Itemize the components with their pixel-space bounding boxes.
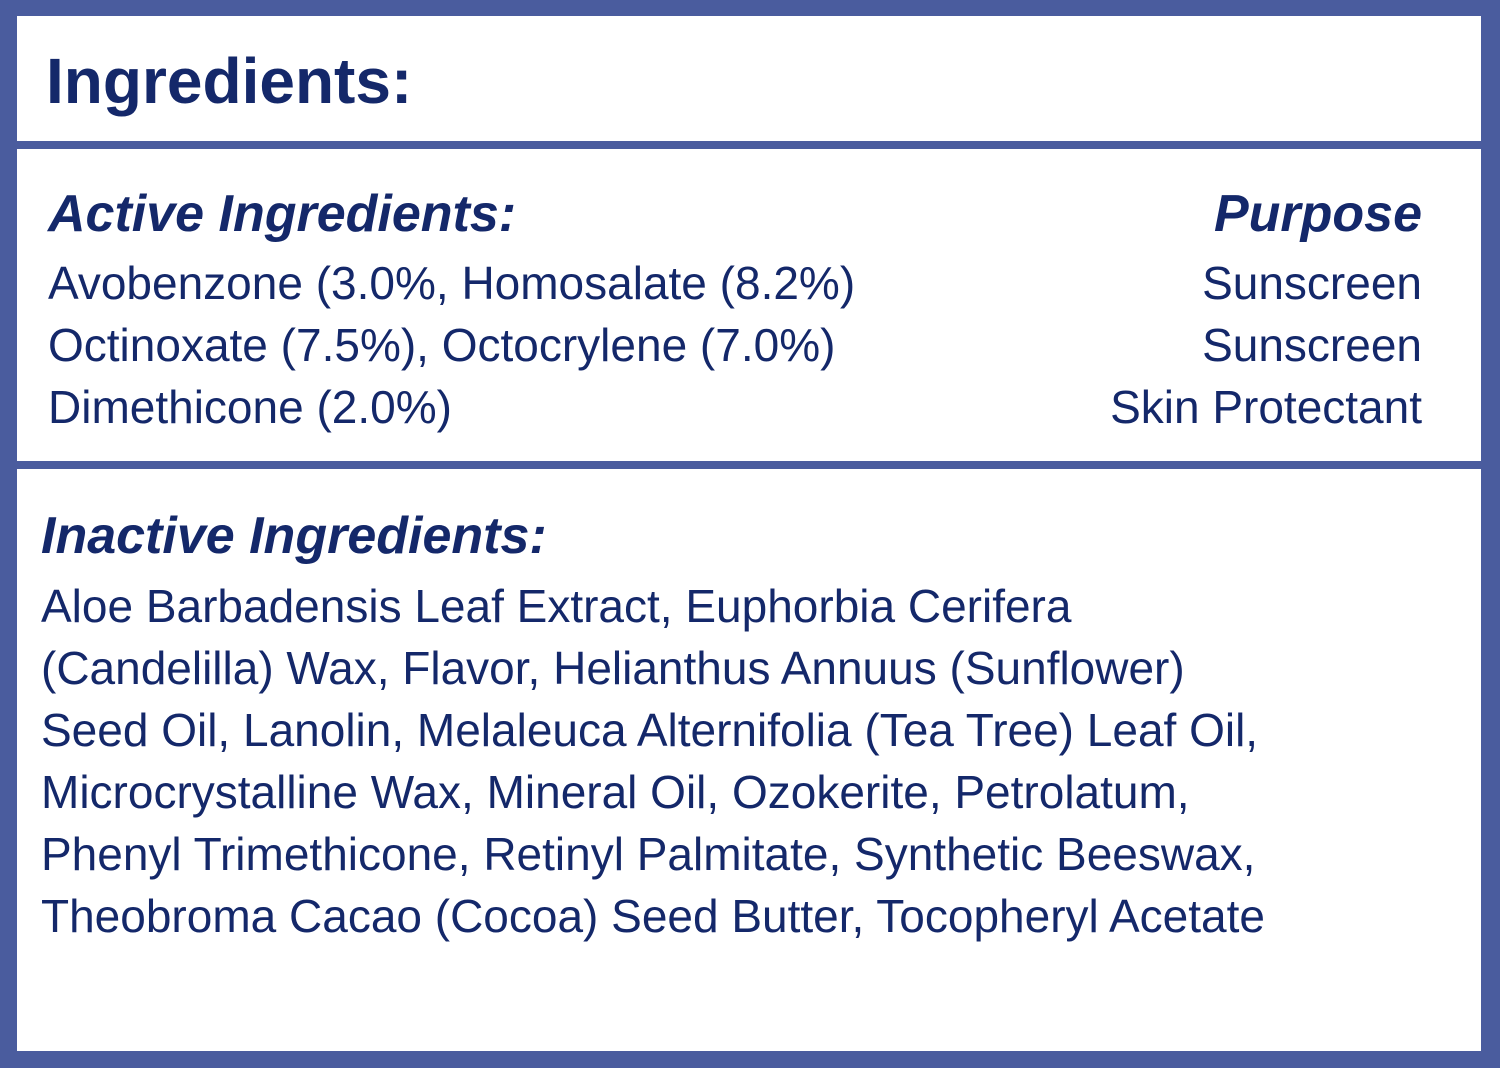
page-title: Ingredients: — [46, 45, 413, 117]
inactive-ingredients-line: (Candelilla) Wax, Flavor, Helianthus Ann… — [41, 642, 1185, 694]
active-ingredient-row: Dimethicone (2.0%) — [48, 381, 452, 433]
purpose-value: Sunscreen — [1202, 319, 1422, 371]
inactive-ingredients-heading: Inactive Ingredients: — [41, 507, 547, 565]
active-ingredient-row: Avobenzone (3.0%, Homosalate (8.2%) — [48, 257, 856, 309]
active-ingredient-row: Octinoxate (7.5%), Octocrylene (7.0%) — [48, 319, 836, 371]
purpose-value: Sunscreen — [1202, 257, 1422, 309]
inactive-ingredients-line: Microcrystalline Wax, Mineral Oil, Ozoke… — [41, 766, 1190, 818]
inactive-ingredients-line: Theobroma Cacao (Cocoa) Seed Butter, Toc… — [41, 890, 1265, 942]
inactive-ingredients-line: Seed Oil, Lanolin, Melaleuca Alternifoli… — [41, 704, 1259, 756]
inactive-ingredients-line: Aloe Barbadensis Leaf Extract, Euphorbia… — [41, 580, 1072, 632]
purpose-value: Skin Protectant — [1110, 381, 1422, 433]
divider-bottom — [17, 461, 1481, 469]
divider-top — [17, 141, 1481, 149]
inactive-ingredients-line: Phenyl Trimethicone, Retinyl Palmitate, … — [41, 828, 1256, 880]
purpose-heading: Purpose — [1213, 185, 1422, 243]
active-ingredients-heading: Active Ingredients: — [48, 185, 517, 243]
